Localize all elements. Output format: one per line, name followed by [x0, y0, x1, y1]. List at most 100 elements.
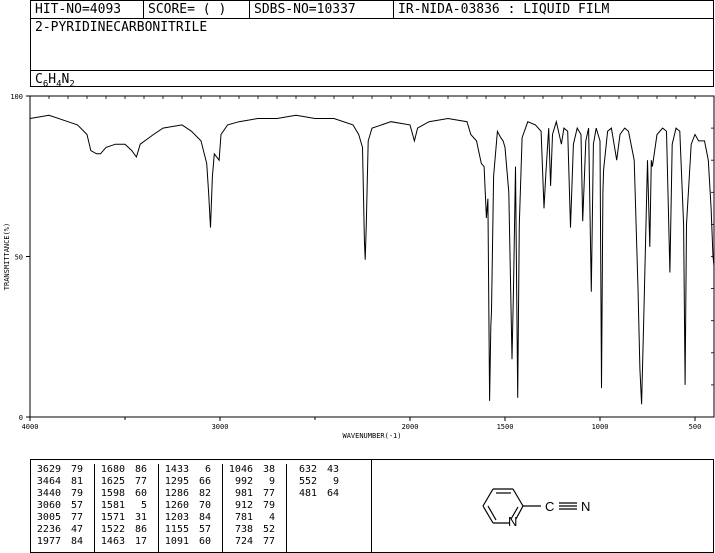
- formula-count: 2: [69, 79, 75, 90]
- ring-nitrogen-label: N: [508, 514, 517, 529]
- peak-wavenumber: 1463: [100, 536, 125, 547]
- peak-transmittance: 70: [198, 500, 211, 511]
- peak-wavenumber: 1286: [164, 488, 189, 499]
- x-tick-label: 3000: [212, 423, 229, 431]
- peak-transmittance: 4: [268, 512, 275, 523]
- peak-transmittance: 84: [198, 512, 211, 523]
- peak-column: 3629 79 3464 81 3440 79 3060 57 3005 77 2236 47 1977…: [31, 464, 95, 552]
- peak-row: 481 64: [287, 488, 351, 500]
- peak-row: 738 52: [223, 524, 286, 536]
- x-axis-label: WAVENUMBER(-1): [342, 432, 401, 440]
- peak-row: 1522 86: [95, 524, 158, 536]
- peak-wavenumber: 3005: [36, 512, 61, 523]
- peak-transmittance: 77: [262, 536, 275, 547]
- x-tick-label: 2000: [402, 423, 419, 431]
- spectrum-line: [29, 114, 715, 405]
- y-tick-label: 100: [10, 93, 23, 101]
- peak-wavenumber: 992: [234, 476, 253, 487]
- peak-row: 1203 84: [159, 512, 222, 524]
- molecular-formula: C6H4N2: [31, 70, 713, 90]
- peak-row: 3629 79: [31, 464, 94, 476]
- peak-column: 1046 38 992 9 981 77 912 79 781 4 738 52 724 77: [223, 464, 287, 552]
- x-tick-label: 4000: [22, 423, 39, 431]
- peak-and-structure-panel: 3629 79 3464 81 3440 79 3060 57 3005 77 2236 47 1977…: [30, 459, 714, 553]
- peak-transmittance: 17: [134, 536, 147, 547]
- peak-transmittance: 84: [70, 536, 83, 547]
- peak-wavenumber: 724: [234, 536, 253, 547]
- compound-name: 2-PYRIDINECARBONITRILE: [35, 20, 208, 35]
- peak-row: 992 9: [223, 476, 286, 488]
- peak-row: 2236 47: [31, 524, 94, 536]
- peak-transmittance: 82: [198, 488, 211, 499]
- peak-row: 632 43: [287, 464, 351, 476]
- peak-transmittance: 64: [326, 488, 339, 499]
- spectrum-header: HIT-NO=4093 SCORE= ( ) SDBS-NO=10337 IR-…: [30, 0, 714, 90]
- formula-element: C: [35, 72, 43, 87]
- peak-wavenumber: 981: [234, 488, 253, 499]
- peak-column: 1433 6 1295 66 1286 82 1260 70 1203 84 1155 57 1091 6…: [159, 464, 223, 552]
- peak-wavenumber: 3060: [36, 500, 61, 511]
- nitrile-carbon-label: C: [545, 499, 554, 514]
- peak-row: 1286 82: [159, 488, 222, 500]
- ir-spectrum-chart: 4000 3000 2000 1500 1000 500 0 50 100 WAVENUMBER(…: [3, 93, 715, 440]
- peak-column: 1680 86 1625 77 1598 60 1581 5 1571 31 1522 86 1463 1…: [95, 464, 159, 552]
- peak-row: 1581 5: [95, 500, 158, 512]
- peak-row: 552 9: [287, 476, 351, 488]
- peak-transmittance: 6: [204, 464, 211, 475]
- y-tick-label: 0: [19, 414, 23, 422]
- peak-row: 3440 79: [31, 488, 94, 500]
- peak-row: 781 4: [223, 512, 286, 524]
- peak-wavenumber: 1155: [164, 524, 189, 535]
- peak-row: 1625 77: [95, 476, 158, 488]
- peak-wavenumber: 1598: [100, 488, 125, 499]
- peak-wavenumber: 1581: [100, 500, 125, 511]
- peak-row: 1046 38: [223, 464, 286, 476]
- hit-number: HIT-NO=4093: [31, 1, 144, 18]
- peak-wavenumber: 3464: [36, 476, 61, 487]
- peak-row: 981 77: [223, 488, 286, 500]
- peak-wavenumber: 632: [298, 464, 317, 475]
- peak-wavenumber: 3629: [36, 464, 61, 475]
- peak-wavenumber: 738: [234, 524, 253, 535]
- peak-wavenumber: 1046: [228, 464, 253, 475]
- peak-wavenumber: 781: [234, 512, 253, 523]
- peak-wavenumber: 1977: [36, 536, 61, 547]
- peak-row: 3060 57: [31, 500, 94, 512]
- header-info-row: HIT-NO=4093 SCORE= ( ) SDBS-NO=10337 IR-…: [31, 1, 713, 19]
- peak-row: 1680 86: [95, 464, 158, 476]
- peak-row: 724 77: [223, 536, 286, 548]
- plot-frame: [29, 95, 715, 418]
- score: SCORE= ( ): [144, 1, 250, 18]
- peak-wavenumber: 1091: [164, 536, 189, 547]
- peak-transmittance: 57: [198, 524, 211, 535]
- measurement-method: IR-NIDA-03836 : LIQUID FILM: [398, 2, 610, 17]
- peak-table: 3629 79 3464 81 3440 79 3060 57 3005 77 2236 47 1977…: [31, 460, 372, 552]
- peak-transmittance: 52: [262, 524, 275, 535]
- peak-wavenumber: 912: [234, 500, 253, 511]
- peak-transmittance: 60: [198, 536, 211, 547]
- peak-row: 1260 70: [159, 500, 222, 512]
- peak-transmittance: 79: [262, 500, 275, 511]
- peak-column: 632 43 552 9 481 64: [287, 464, 351, 552]
- peak-wavenumber: 2236: [36, 524, 61, 535]
- formula-count: 6: [42, 79, 49, 90]
- molecular-structure: N C N: [482, 488, 590, 529]
- peak-transmittance: 47: [70, 524, 83, 535]
- x-tick-label: 1000: [592, 423, 609, 431]
- peak-row: 1598 60: [95, 488, 158, 500]
- peak-transmittance: 9: [332, 476, 339, 487]
- peak-transmittance: 66: [198, 476, 211, 487]
- sdbs-number: SDBS-NO=10337: [250, 1, 394, 18]
- y-tick-label: 50: [15, 254, 23, 262]
- peak-row: 1571 31: [95, 512, 158, 524]
- peak-row: 1977 84: [31, 536, 94, 548]
- peak-transmittance: 77: [134, 476, 147, 487]
- peak-wavenumber: 1203: [164, 512, 189, 523]
- peak-transmittance: 43: [326, 464, 339, 475]
- y-axis-label: TRANSMITTANCE(%): [3, 223, 11, 290]
- peak-row: 3005 77: [31, 512, 94, 524]
- peak-wavenumber: 481: [298, 488, 317, 499]
- peak-transmittance: 77: [70, 512, 83, 523]
- peak-wavenumber: 3440: [36, 488, 61, 499]
- peak-transmittance: 31: [134, 512, 147, 523]
